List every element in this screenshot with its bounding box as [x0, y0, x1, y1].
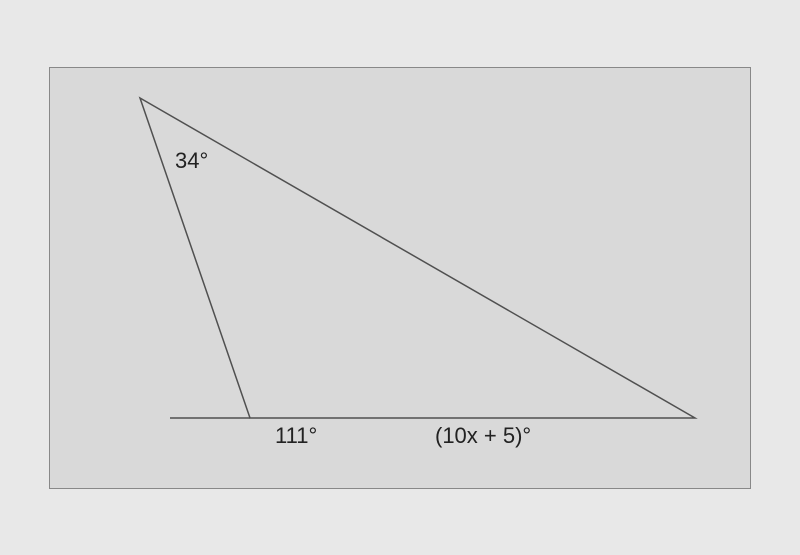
- triangle-diagram: 34° 111° (10x + 5)°: [80, 88, 720, 468]
- triangle-shape: [140, 98, 695, 418]
- triangle-svg: [80, 88, 720, 468]
- label-exterior-angle: 111°: [275, 423, 317, 449]
- figure-frame: 34° 111° (10x + 5)°: [49, 67, 751, 489]
- label-right-angle: (10x + 5)°: [435, 423, 531, 449]
- label-top-angle: 34°: [175, 148, 208, 174]
